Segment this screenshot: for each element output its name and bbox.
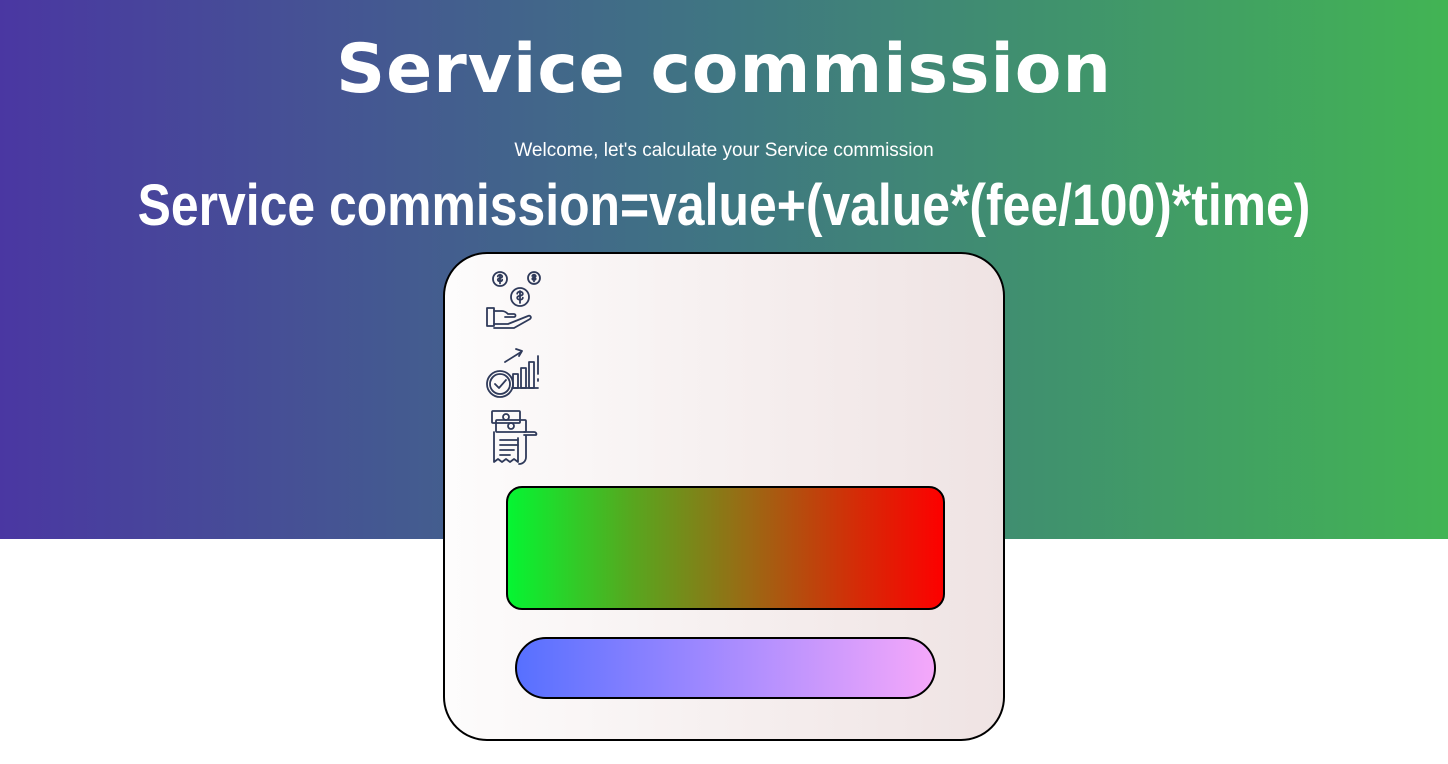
formula-text: Service commission=value+(value*(fee/100… bbox=[137, 173, 1311, 238]
calculator-card bbox=[443, 252, 1005, 741]
coins-hand-icon bbox=[483, 268, 545, 330]
welcome-subtitle: Welcome, let's calculate your Service co… bbox=[514, 140, 934, 161]
page-title: Service commission bbox=[336, 30, 1112, 109]
growth-clock-icon bbox=[483, 340, 545, 402]
calculate-button[interactable] bbox=[506, 486, 945, 610]
receipt-money-icon bbox=[483, 408, 545, 470]
result-output bbox=[515, 637, 936, 699]
